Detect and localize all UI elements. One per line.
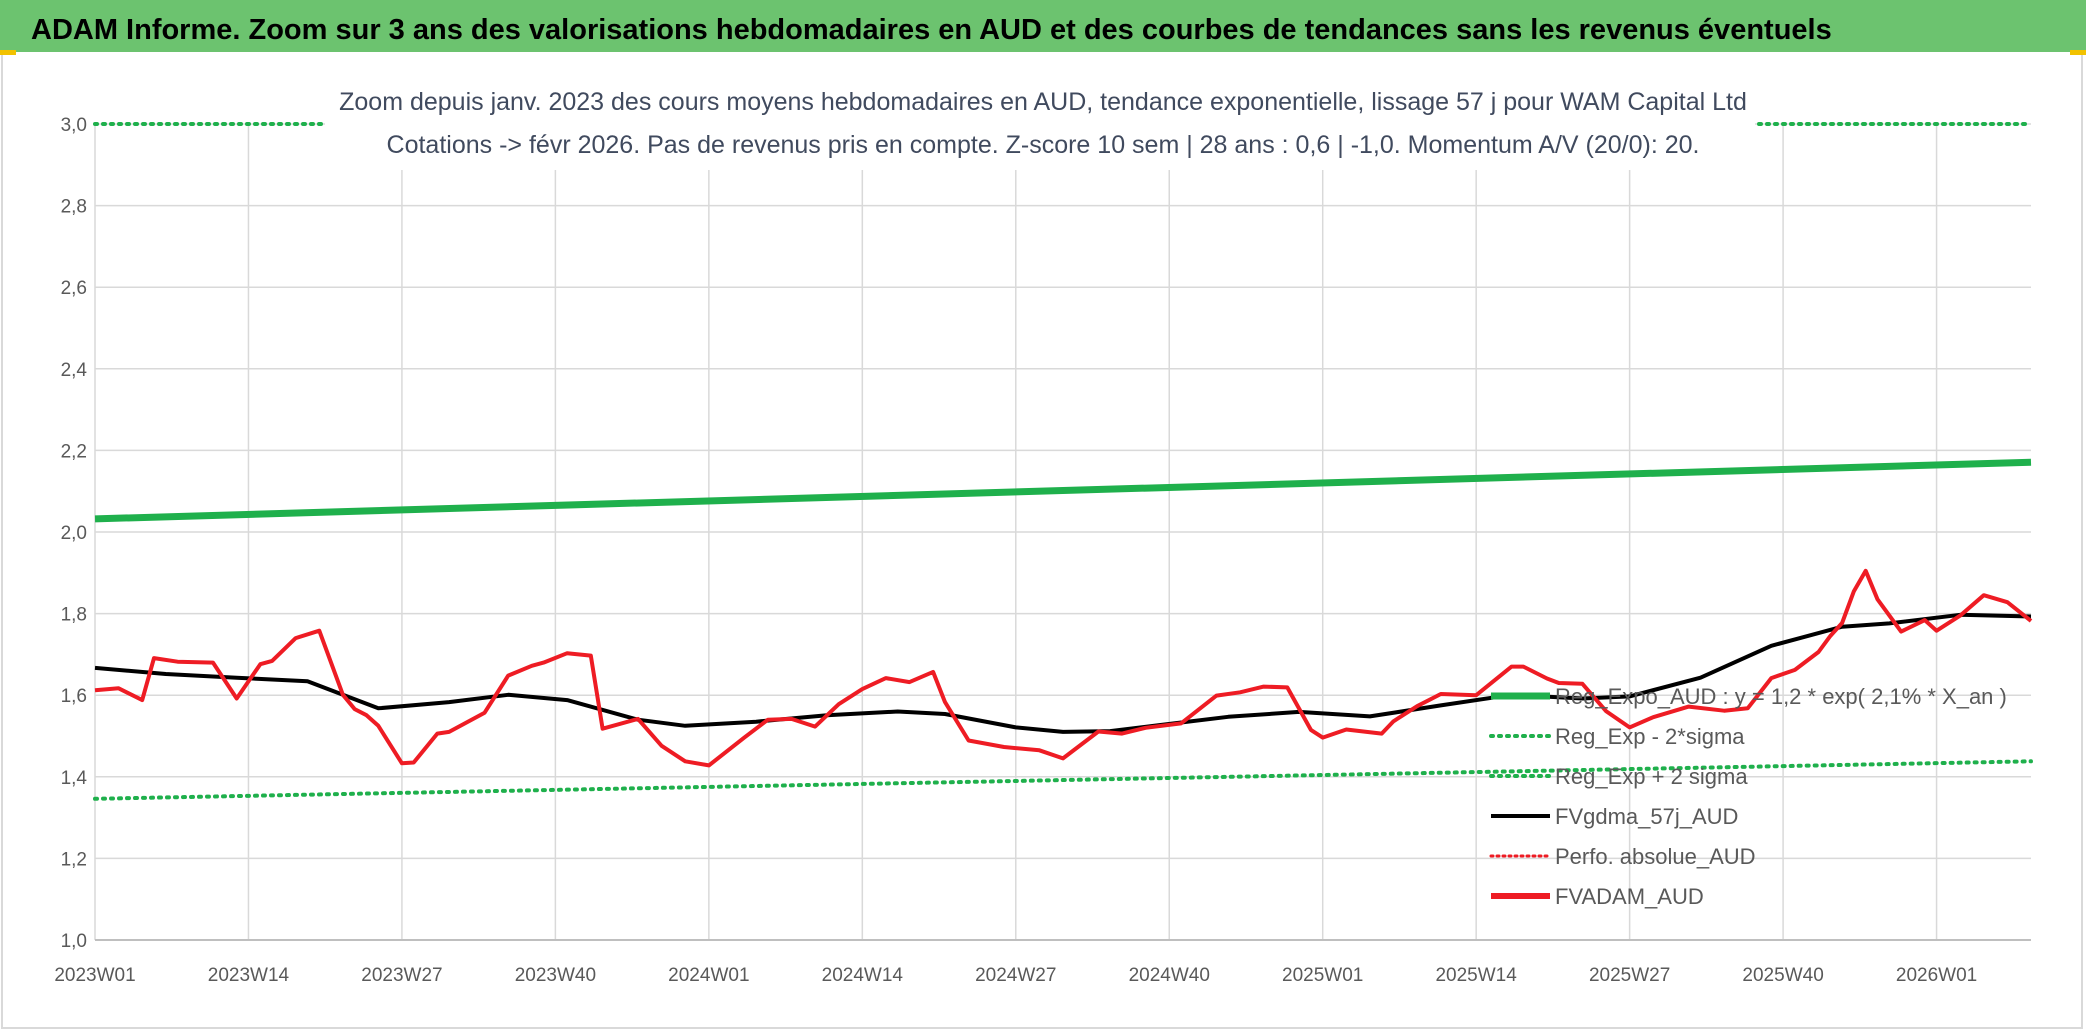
x-tick-label: 2025W01: [1282, 965, 1363, 986]
series-line-reg-expo-aud-y-1-2-exp-2-1-x-an: [94, 458, 2032, 523]
axis-labels: 1,0 1,2 1,4 1,6 1,8 2,0 2,2 2,4 2,6 2,8 3,0 2023W01…: [54, 115, 1977, 986]
y-tick-label: 1,2: [61, 849, 87, 870]
series-line-fvgdma-57j-aud: [94, 612, 2032, 734]
x-tick-label: 2023W40: [515, 965, 596, 986]
legend: Reg_Expo_AUD : y = 1,2 * exp( 2,1% * X_a…: [1489, 684, 2007, 909]
x-tick-label: 2023W01: [54, 965, 135, 986]
y-tick-label: 1,6: [61, 686, 87, 707]
page-title: ADAM Informe. Zoom sur 3 ans des valoris…: [31, 14, 1832, 46]
legend-label: Reg_Exp - 2*sigma: [1555, 724, 1745, 749]
chart-title: Zoom depuis janv. 2023 des cours moyens …: [339, 88, 1747, 116]
legend-label: FVADAM_AUD: [1555, 884, 1704, 909]
x-tick-label: 2024W27: [975, 965, 1056, 986]
x-tick-label: 2025W27: [1589, 965, 1670, 986]
y-tick-label: 2,2: [61, 441, 87, 462]
x-tick-label: 2025W40: [1742, 965, 1823, 986]
x-tick-label: 2025W14: [1435, 965, 1517, 986]
x-tick-label: 2026W01: [1896, 965, 1977, 986]
y-tick-label: 2,0: [61, 523, 87, 544]
series-line-fvadam-aud: [94, 568, 2033, 768]
y-tick-label: 1,0: [61, 931, 87, 952]
y-tick-label: 2,6: [61, 278, 87, 299]
chart-title-background: [325, 78, 1755, 170]
header-corner-left: [0, 50, 16, 55]
legend-label: Reg_Expo_AUD : y = 1,2 * exp( 2,1% * X_a…: [1555, 684, 2007, 709]
y-tick-label: 1,4: [61, 768, 88, 789]
y-tick-label: 2,8: [61, 197, 87, 218]
y-tick-label: 1,8: [61, 605, 87, 626]
legend-entry: FVgdma_57j_AUD: [1491, 804, 1738, 829]
x-tick-label: 2024W14: [822, 965, 904, 986]
legend-label: FVgdma_57j_AUD: [1555, 804, 1738, 829]
x-tick-label: 2023W14: [208, 965, 290, 986]
legend-entry: Perfo. absolue_AUD: [1489, 844, 1756, 869]
legend-entry: FVADAM_AUD: [1491, 884, 1704, 909]
y-tick-label: 2,4: [61, 360, 88, 381]
y-tick-label: 3,0: [61, 115, 87, 136]
header-bar: [0, 0, 2086, 52]
series-line-reg-exp-2-sigma: [93, 759, 2033, 801]
legend-label: Perfo. absolue_AUD: [1555, 844, 1756, 869]
x-tick-label: 2024W40: [1129, 965, 1210, 986]
legend-entry: Reg_Expo_AUD : y = 1,2 * exp( 2,1% * X_a…: [1491, 684, 2007, 709]
legend-label: Reg_Exp + 2 sigma: [1555, 764, 1748, 789]
legend-entry: Reg_Exp + 2 sigma: [1489, 764, 1748, 789]
header-corner-right: [2070, 50, 2086, 55]
x-tick-label: 2024W01: [668, 965, 749, 986]
legend-entry: Reg_Exp - 2*sigma: [1489, 724, 1745, 749]
chart-subtitle: Cotations -> févr 2026. Pas de revenus p…: [387, 131, 1700, 159]
chart-frame: [1, 49, 2083, 1029]
x-tick-label: 2023W27: [361, 965, 442, 986]
